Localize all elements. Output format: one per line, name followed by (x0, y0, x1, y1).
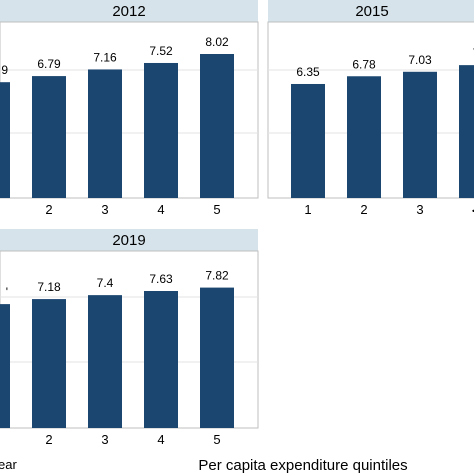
panel-frame (0, 250, 259, 429)
bar-value-label-partial: 9 (1, 63, 8, 77)
x-tick-label: 3 (101, 432, 108, 447)
panel-frame (0, 21, 259, 199)
legend-fragment: ear (0, 457, 17, 472)
bar-partial (0, 304, 10, 428)
bar (88, 69, 122, 198)
bar-value-label: 6.79 (37, 57, 61, 71)
bar-value-label: 7.4 (97, 276, 114, 290)
panel-title: 2019 (112, 232, 145, 249)
panel-2015: 2015 6.35 1 6.78 2 7.03 3 7 4- (267, 0, 474, 217)
panel-title: 2012 (112, 3, 145, 20)
x-tick-label-partial: - (472, 202, 474, 217)
bar (459, 65, 474, 198)
x-tick-label: 4 (157, 202, 164, 217)
x-tick-label: 3 (416, 202, 423, 217)
bar (200, 287, 234, 428)
panel-2012: 2012 6.79 2 7.16 3 7.52 4 8.02 5 9 (0, 0, 259, 217)
x-tick-label: 2 (45, 432, 52, 447)
bar-value-label: 7.52 (149, 44, 173, 58)
x-tick-label: 1 (304, 202, 311, 217)
x-tick-label: 2 (360, 202, 367, 217)
bar (32, 76, 66, 198)
bar (32, 299, 66, 428)
panel-2019: 2019 7.18 2 7.4 3 7.63 4 7.82 5 ' (0, 229, 259, 447)
bar (347, 76, 381, 198)
bar (200, 54, 234, 198)
bar-partial (0, 82, 10, 198)
bar-value-label: 7.18 (37, 280, 61, 294)
bar (144, 62, 178, 198)
x-tick-label: 3 (101, 202, 108, 217)
x-axis-title: Per capita expenditure quintiles (198, 457, 407, 474)
x-tick-label: 4 (472, 202, 474, 217)
bar (403, 71, 437, 198)
x-tick-label: 4 (157, 432, 164, 447)
bar (291, 83, 325, 198)
bar-value-label: 8.02 (205, 35, 229, 49)
x-tick-label: 5 (213, 432, 220, 447)
bar-value-label: 7 (473, 46, 474, 60)
bar (88, 295, 122, 428)
bar-value-label: 6.78 (352, 57, 376, 71)
bar-value-label-partial: ' (6, 285, 8, 299)
bar-value-label: 7.82 (205, 269, 229, 283)
panel-strip (0, 229, 258, 251)
bar-value-label: 7.63 (149, 272, 173, 286)
panel-title: 2015 (355, 3, 388, 20)
bar-value-label: 6.35 (296, 65, 320, 79)
bar (144, 291, 178, 428)
chart-root: 2012 6.79 2 7.16 3 7.52 4 8.02 5 9 2015 6.35 1 6.78 2 7… (0, 0, 474, 447)
panel-strip (0, 0, 258, 22)
bar-value-label: 7.03 (408, 53, 432, 67)
panel-strip (268, 0, 474, 22)
bar-value-label: 7.16 (93, 50, 117, 64)
x-tick-label: 5 (213, 202, 220, 217)
x-tick-label: 2 (45, 202, 52, 217)
